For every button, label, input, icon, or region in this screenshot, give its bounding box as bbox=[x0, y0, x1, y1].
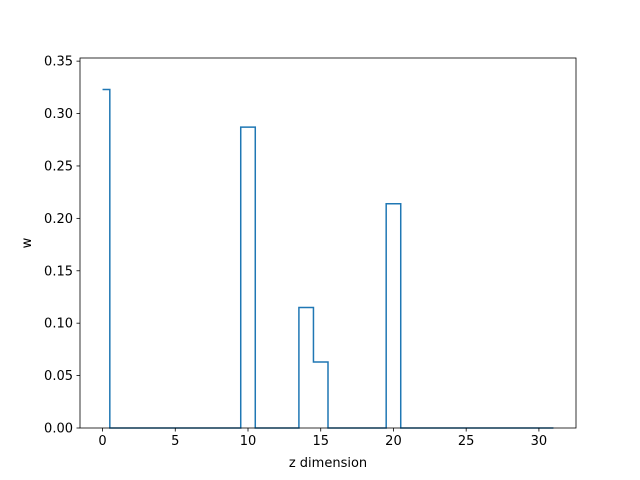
axes-frame bbox=[79, 57, 577, 429]
x-axis: 0 5 10 15 20 25 30 bbox=[98, 428, 547, 449]
y-tick-label: 0.10 bbox=[44, 317, 73, 332]
y-axis-label: w bbox=[20, 237, 35, 248]
y-tick-label: 0.15 bbox=[44, 264, 73, 279]
x-tick-label: 25 bbox=[458, 434, 475, 449]
y-tick-label: 0.00 bbox=[44, 422, 73, 437]
x-axis-label: z dimension bbox=[289, 456, 367, 471]
x-tick-label: 0 bbox=[98, 434, 106, 449]
x-tick-label: 30 bbox=[531, 434, 548, 449]
x-tick-label: 20 bbox=[385, 434, 402, 449]
y-axis: 0.00 0.05 0.10 0.15 0.20 0.25 0.30 0.35 bbox=[44, 55, 80, 437]
x-tick-label: 5 bbox=[171, 434, 179, 449]
x-tick-label: 10 bbox=[240, 434, 257, 449]
y-tick-label: 0.20 bbox=[44, 212, 73, 227]
x-tick-label: 15 bbox=[312, 434, 329, 449]
y-tick-label: 0.35 bbox=[44, 55, 73, 70]
y-tick-label: 0.30 bbox=[44, 107, 73, 122]
y-tick-label: 0.05 bbox=[44, 369, 73, 384]
y-tick-label: 0.25 bbox=[44, 159, 73, 174]
